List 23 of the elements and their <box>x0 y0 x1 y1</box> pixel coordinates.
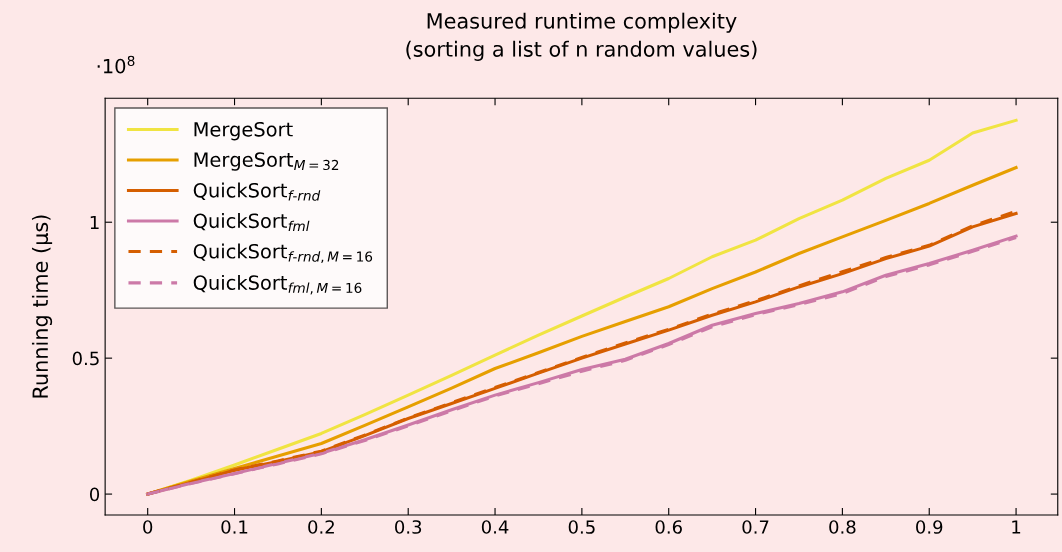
x-tick-label: 0.6 <box>655 520 682 534</box>
y-axis-title: Running time (µs) <box>31 215 53 398</box>
x-tick-label: 0 <box>143 520 153 534</box>
x-tick-label: 0.9 <box>916 520 943 534</box>
x-tick-label: 0.7 <box>742 520 769 534</box>
x-tick-label: 0.3 <box>395 520 422 534</box>
chart-title: Measured runtime complexity (sorting a list of n random values) <box>406 12 757 61</box>
legend-label: MergeSort$_{M=32}$ <box>194 152 339 171</box>
x-tick-label: 0.4 <box>481 520 509 534</box>
legend-label: QuickSort$_{fml}$ <box>193 213 310 232</box>
x-tick-label: 0.8 <box>829 520 856 534</box>
legend-label: QuickSort$_{f‐rnd,M=16}$ <box>193 243 373 264</box>
legend-label: MergeSort <box>194 121 293 141</box>
x-tick-label: 1 <box>1012 520 1021 534</box>
x-tick-label: 0.5 <box>568 520 595 534</box>
y-tick-label: 0 <box>89 487 100 502</box>
y-tick-label: 1 <box>90 215 99 230</box>
x-tick-label: 0.2 <box>308 520 334 534</box>
text: ·10$^{8}$ <box>97 55 135 74</box>
y-tick-label: 0.5 <box>72 351 99 366</box>
legend-label: QuickSort$_{f‐rnd}$ <box>193 182 321 201</box>
x-tick-label: 0.1 <box>221 520 248 534</box>
legend-label: QuickSort$_{fml,M=16}$ <box>193 274 362 295</box>
